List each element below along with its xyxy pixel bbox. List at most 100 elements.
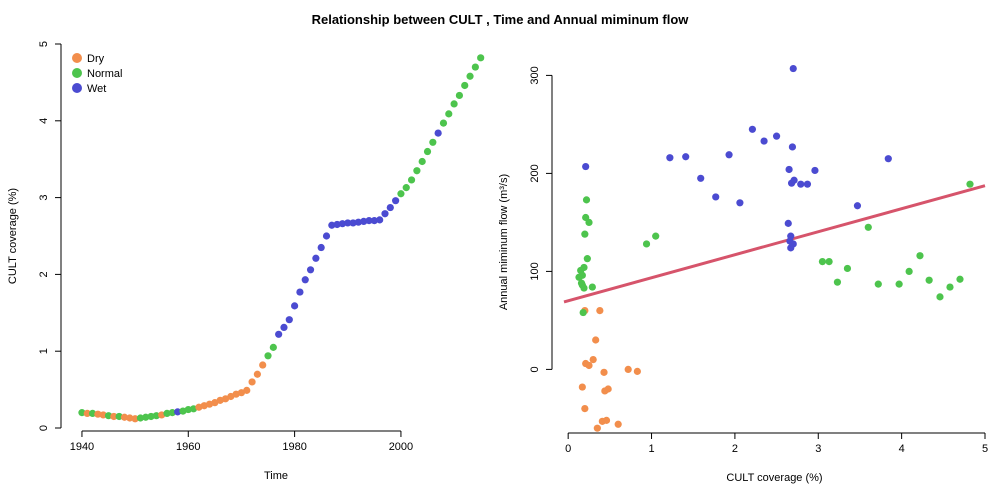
data-point-normal [402, 184, 410, 192]
data-point-wet [772, 132, 781, 140]
legend-marker-normal [72, 68, 82, 78]
data-point-wet [280, 323, 288, 331]
data-point-wet [285, 316, 293, 324]
data-point-normal [168, 409, 176, 417]
data-point-normal [439, 119, 448, 127]
x-tick-label: 2 [732, 443, 738, 455]
data-point-wet [301, 276, 309, 284]
data-point-dry [243, 386, 251, 394]
regression-line [563, 184, 986, 304]
data-point-wet [787, 232, 795, 240]
y-tick-label: 5 [38, 41, 50, 47]
data-point-dry [120, 413, 129, 421]
data-point-normal [895, 280, 903, 288]
data-point-normal [956, 275, 964, 283]
data-point-normal [580, 284, 588, 292]
data-point-normal [104, 412, 113, 420]
data-point-wet [312, 254, 320, 262]
data-point-normal [916, 252, 924, 260]
data-point-normal [818, 258, 827, 266]
data-point-normal [642, 240, 651, 248]
data-point-normal [88, 409, 97, 418]
data-point-wet [317, 243, 325, 252]
data-point-normal [471, 63, 479, 71]
data-point-dry [624, 365, 632, 373]
data-point-wet [797, 180, 805, 188]
data-point-wet [306, 266, 315, 274]
data-point-wet [349, 219, 357, 227]
x-tick-label: 1940 [70, 441, 94, 453]
data-point-normal [833, 278, 842, 286]
x-tick-label: 4 [899, 443, 905, 455]
data-point-normal [78, 409, 86, 417]
y-tick-label: 0 [38, 425, 50, 431]
x-tick-label: 5 [982, 443, 988, 455]
data-point-dry [596, 307, 604, 315]
data-point-dry [83, 409, 91, 418]
data-point-wet [338, 220, 347, 228]
data-point-normal [407, 176, 416, 184]
data-point-normal [905, 267, 913, 275]
data-point-normal [583, 255, 591, 263]
left-scatter-plot: 1940 1960 1980 2000 0 1 2 3 4 5 Time CULT coverage … [7, 41, 485, 482]
legend-marker-dry [72, 53, 82, 63]
legend-label-normal: Normal [87, 68, 122, 80]
y-tick-label: 1 [38, 348, 50, 354]
data-point-normal [925, 276, 933, 284]
data-point-wet [666, 154, 674, 162]
data-point-dry [614, 420, 622, 428]
data-point-dry [94, 410, 102, 418]
data-point-wet [275, 330, 283, 338]
data-point-wet [370, 217, 378, 225]
data-point-wet [790, 176, 798, 184]
y-axis-title: Annual miminum flow (m³/s) [498, 174, 510, 310]
x-tick-label: 1 [648, 443, 654, 455]
data-point-wet [174, 408, 182, 416]
data-point-wet [884, 155, 892, 163]
data-point-wet [322, 232, 331, 240]
data-point-normal [429, 138, 437, 146]
data-point-normal [477, 54, 485, 62]
data-point-normal [147, 412, 155, 421]
data-point-wet [736, 199, 744, 207]
y-tick-label: 300 [529, 66, 541, 84]
data-point-normal [418, 157, 426, 166]
data-point-wet [712, 193, 720, 201]
data-point-normal [946, 283, 954, 291]
data-point-normal [581, 230, 589, 238]
x-tick-label: 3 [815, 443, 821, 455]
data-point-wet [365, 217, 373, 225]
data-point-normal [397, 190, 405, 198]
data-point-dry [578, 383, 586, 391]
data-point-normal [575, 273, 583, 281]
y-tick-label: 0 [529, 366, 541, 372]
data-point-wet [354, 218, 363, 226]
right-scatter-plot: 0 1 2 3 4 5 0 100 200 300 CULT coverage (%) Annual … [498, 64, 988, 484]
x-tick-label: 0 [565, 443, 571, 455]
data-point-normal [163, 409, 171, 418]
data-point-normal [269, 343, 277, 351]
data-point-normal [588, 283, 596, 291]
data-point-normal [874, 280, 882, 288]
data-point-wet [291, 302, 299, 310]
data-point-normal [423, 147, 432, 156]
data-point-wet [725, 151, 733, 159]
data-point-wet [853, 202, 862, 210]
data-point-dry [585, 361, 593, 370]
y-tick-label: 100 [529, 262, 541, 280]
data-point-wet [789, 64, 797, 73]
data-point-wet [785, 165, 793, 174]
data-point-wet [748, 125, 757, 133]
data-point-dry [248, 378, 256, 386]
y-tick-label: 4 [38, 118, 50, 124]
data-point-normal [585, 218, 593, 226]
data-point-normal [966, 180, 974, 188]
data-point-wet [789, 240, 797, 248]
data-point-dry [110, 412, 118, 421]
data-point-dry [131, 415, 139, 423]
data-point-normal [843, 264, 852, 273]
data-point-normal [142, 413, 150, 421]
y-tick-label: 3 [38, 195, 50, 201]
data-point-normal [466, 72, 474, 80]
y-tick-label: 200 [529, 164, 541, 182]
